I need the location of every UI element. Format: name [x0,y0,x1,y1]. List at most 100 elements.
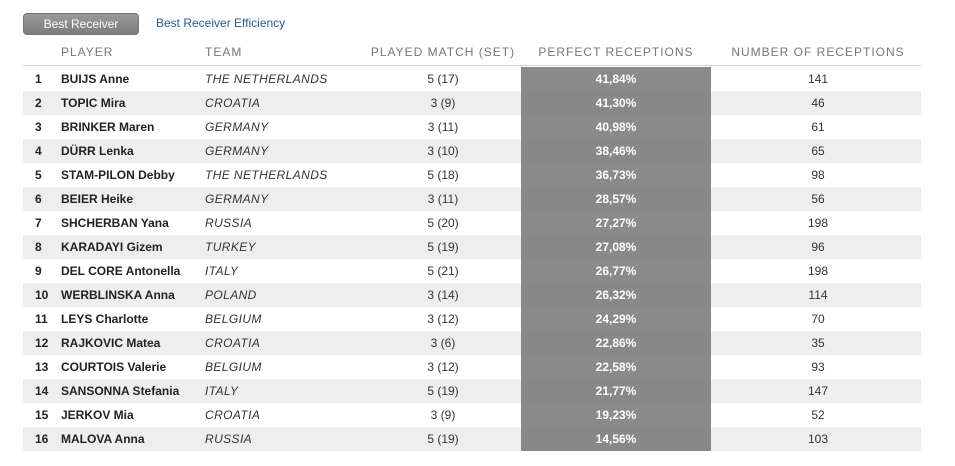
played-match-cell: 3 (9) [430,408,456,422]
played-match-cell: 5 (19) [427,384,459,398]
player-name-cell: WERBLINSKA Anna [61,288,175,302]
column-header-played-match[interactable]: PLAYED MATCH (SET) [370,45,516,59]
table-row[interactable]: 13 COURTOIS Valerie BELGIUM 3 (12) 22,58% 93 [23,355,921,379]
player-name-cell: RAJKOVIC Matea [61,336,161,350]
team-cell: CROATIA [205,96,261,110]
number-of-receptions-cell: 198 [807,264,829,278]
perfect-receptions-cell: 14,56% [521,427,711,451]
played-match-cell: 3 (10) [427,144,459,158]
table-row[interactable]: 4 DÜRR Lenka GERMANY 3 (10) 38,46% 65 [23,139,921,163]
rank-cell: 11 [35,312,48,326]
rank-cell: 4 [35,144,42,158]
rank-cell: 13 [35,360,49,374]
table-row[interactable]: 10 WERBLINSKA Anna POLAND 3 (14) 26,32% 114 [23,283,921,307]
played-match-cell: 3 (9) [430,96,456,110]
player-name-cell: DEL CORE Antonella [61,264,181,278]
perfect-receptions-cell: 40,98% [521,115,711,139]
player-name-cell: TOPIC Mira [61,96,126,110]
perfect-receptions-cell: 24,29% [521,307,711,331]
player-name-cell: COURTOIS Valerie [61,360,167,374]
player-name-cell: BRINKER Maren [61,120,155,134]
table-row[interactable]: 11 LEYS Charlotte BELGIUM 3 (12) 24,29% 70 [23,307,921,331]
played-match-cell: 5 (18) [427,168,459,182]
table-row[interactable]: 5 STAM-PILON Debby THE NETHERLANDS 5 (18) 36… [23,163,921,187]
perfect-receptions-cell: 38,46% [521,139,711,163]
perfect-receptions-cell: 41,84% [521,67,711,91]
team-cell: THE NETHERLANDS [205,168,328,182]
played-match-cell: 3 (11) [427,192,459,206]
number-of-receptions-cell: 141 [807,72,829,86]
column-header-player[interactable]: PLAYER [61,45,114,59]
table-row[interactable]: 2 TOPIC Mira CROATIA 3 (9) 41,30% 46 [23,91,921,115]
number-of-receptions-cell: 147 [807,384,829,398]
perfect-receptions-cell: 27,08% [521,235,711,259]
played-match-cell: 5 (19) [427,240,459,254]
rank-cell: 16 [35,432,49,446]
rank-cell: 3 [35,120,42,134]
team-cell: ITALY [205,384,239,398]
table-row[interactable]: 16 MALOVA Anna RUSSIA 5 (19) 14,56% 103 [23,427,921,451]
rank-cell: 15 [35,408,49,422]
played-match-cell: 5 (20) [427,216,459,230]
rank-cell: 14 [35,384,49,398]
number-of-receptions-cell: 96 [811,240,825,254]
table-row[interactable]: 7 SHCHERBAN Yana RUSSIA 5 (20) 27,27% 198 [23,211,921,235]
table-header: PLAYER TEAM PLAYED MATCH (SET) PERFECT R… [23,39,921,66]
number-of-receptions-cell: 65 [811,144,825,158]
played-match-cell: 3 (11) [427,120,459,134]
team-cell: THE NETHERLANDS [205,72,328,86]
perfect-receptions-cell: 26,32% [521,283,711,307]
team-cell: TURKEY [205,240,257,254]
team-cell: CROATIA [205,336,261,350]
table-row[interactable]: 14 SANSONNA Stefania ITALY 5 (19) 21,77% 147 [23,379,921,403]
player-name-cell: DÜRR Lenka [61,144,134,158]
number-of-receptions-cell: 114 [808,288,828,302]
team-cell: CROATIA [205,408,261,422]
number-of-receptions-cell: 56 [811,192,825,206]
number-of-receptions-cell: 70 [811,312,825,326]
team-cell: GERMANY [205,192,269,206]
table-row[interactable]: 8 KARADAYI Gizem TURKEY 5 (19) 27,08% 96 [23,235,921,259]
player-name-cell: BUIJS Anne [61,72,130,86]
column-header-number-of-receptions[interactable]: NUMBER OF RECEPTIONS [731,45,905,59]
ranking-table: PLAYER TEAM PLAYED MATCH (SET) PERFECT R… [23,39,921,451]
perfect-receptions-cell: 21,77% [521,379,711,403]
rank-cell: 10 [35,288,49,302]
number-of-receptions-cell: 198 [807,216,829,230]
team-cell: GERMANY [205,120,269,134]
table-row[interactable]: 12 RAJKOVIC Matea CROATIA 3 (6) 22,86% 35 [23,331,921,355]
number-of-receptions-cell: 103 [807,432,829,446]
number-of-receptions-cell: 52 [811,408,825,422]
perfect-receptions-cell: 26,77% [521,259,711,283]
perfect-receptions-cell: 41,30% [521,91,711,115]
number-of-receptions-cell: 35 [811,336,825,350]
rank-cell: 7 [35,216,42,230]
tab-best-receiver[interactable]: Best Receiver [23,13,139,35]
rank-cell: 9 [35,264,42,278]
rank-cell: 6 [35,192,42,206]
player-name-cell: LEYS Charlotte [61,312,149,326]
column-header-perfect-receptions[interactable]: PERFECT RECEPTIONS [538,45,694,59]
team-cell: RUSSIA [205,432,253,446]
rank-cell: 12 [35,336,49,350]
player-name-cell: BEIER Heike [61,192,134,206]
perfect-receptions-cell: 36,73% [521,163,711,187]
played-match-cell: 5 (19) [427,432,459,446]
table-row[interactable]: 3 BRINKER Maren GERMANY 3 (11) 40,98% 61 [23,115,921,139]
table-row[interactable]: 15 JERKOV Mia CROATIA 3 (9) 19,23% 52 [23,403,921,427]
perfect-receptions-cell: 19,23% [521,403,711,427]
column-header-team[interactable]: TEAM [205,45,243,59]
number-of-receptions-cell: 93 [811,360,825,374]
team-cell: BELGIUM [205,360,262,374]
tab-best-receiver-efficiency[interactable]: Best Receiver Efficiency [156,16,286,30]
team-cell: ITALY [205,264,239,278]
played-match-cell: 3 (6) [430,336,456,350]
number-of-receptions-cell: 61 [811,120,825,134]
team-cell: RUSSIA [205,216,253,230]
rank-cell: 2 [35,96,42,110]
rank-cell: 5 [35,168,42,182]
player-name-cell: KARADAYI Gizem [61,240,163,254]
table-row[interactable]: 6 BEIER Heike GERMANY 3 (11) 28,57% 56 [23,187,921,211]
table-row[interactable]: 9 DEL CORE Antonella ITALY 5 (21) 26,77% 198 [23,259,921,283]
table-row[interactable]: 1 BUIJS Anne THE NETHERLANDS 5 (17) 41,84% 14… [23,67,921,91]
